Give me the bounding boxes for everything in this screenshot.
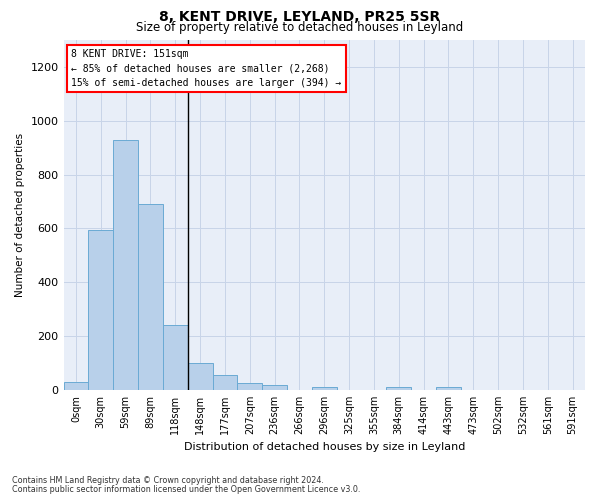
Bar — [163, 326, 188, 390]
Text: 8, KENT DRIVE, LEYLAND, PR25 5SR: 8, KENT DRIVE, LEYLAND, PR25 5SR — [160, 10, 440, 24]
Y-axis label: Number of detached properties: Number of detached properties — [15, 133, 25, 297]
Text: Contains HM Land Registry data © Crown copyright and database right 2024.: Contains HM Land Registry data © Crown c… — [12, 476, 324, 485]
Bar — [64, 382, 88, 390]
Bar — [188, 363, 212, 390]
Bar — [113, 140, 138, 390]
Bar — [138, 204, 163, 390]
Text: 8 KENT DRIVE: 151sqm
← 85% of detached houses are smaller (2,268)
15% of semi-de: 8 KENT DRIVE: 151sqm ← 85% of detached h… — [71, 48, 341, 88]
Bar — [386, 387, 411, 390]
Text: Size of property relative to detached houses in Leyland: Size of property relative to detached ho… — [136, 21, 464, 34]
Bar — [312, 387, 337, 390]
Bar — [88, 230, 113, 390]
X-axis label: Distribution of detached houses by size in Leyland: Distribution of detached houses by size … — [184, 442, 465, 452]
Text: Contains public sector information licensed under the Open Government Licence v3: Contains public sector information licen… — [12, 485, 361, 494]
Bar — [238, 383, 262, 390]
Bar — [212, 375, 238, 390]
Bar — [262, 384, 287, 390]
Bar — [436, 387, 461, 390]
